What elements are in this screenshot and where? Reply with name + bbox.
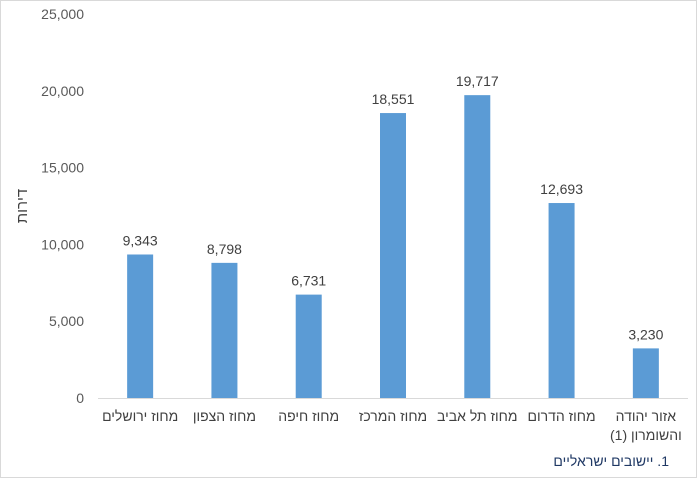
bar bbox=[295, 294, 322, 398]
bar bbox=[211, 262, 238, 398]
bar bbox=[127, 254, 154, 398]
data-label: 8,798 bbox=[207, 241, 242, 257]
data-label: 12,693 bbox=[540, 181, 583, 197]
data-labels: 9,343 8,798 6,731 18,551 19,717 12,693 3,230 bbox=[123, 73, 664, 342]
category-label: מחוז המרכז bbox=[359, 408, 427, 424]
category-label: מחוז תל אביב bbox=[437, 408, 517, 424]
y-axis: 0 5,000 10,000 15,000 20,000 25,000 bbox=[41, 6, 84, 406]
bars bbox=[127, 95, 659, 398]
category-label: מחוז חיפה bbox=[278, 408, 339, 424]
data-label: 9,343 bbox=[123, 232, 158, 248]
bar bbox=[464, 95, 491, 398]
data-label: 6,731 bbox=[291, 273, 326, 289]
y-tick-label: 0 bbox=[76, 390, 84, 406]
data-label: 19,717 bbox=[456, 73, 499, 89]
category-label: מחוז הדרום bbox=[528, 408, 596, 424]
category-label: מחוז ירושלים bbox=[102, 408, 178, 424]
y-tick-label: 25,000 bbox=[41, 6, 84, 22]
y-tick-label: 10,000 bbox=[41, 236, 84, 252]
bar bbox=[548, 203, 575, 398]
category-label: מחוז הצפון bbox=[193, 408, 256, 424]
bar bbox=[380, 113, 406, 398]
data-label: 3,230 bbox=[628, 326, 663, 342]
y-axis-title: דירות bbox=[14, 189, 31, 223]
y-tick-label: 15,000 bbox=[41, 160, 84, 176]
category-label: אזור יהודה והשומרון (1) bbox=[610, 408, 682, 443]
category-labels: מחוז ירושלים מחוז הצפון מחוז חיפה מחוז המרכ… bbox=[102, 408, 682, 443]
data-label: 18,551 bbox=[372, 91, 415, 107]
y-tick-label: 5,000 bbox=[49, 313, 84, 329]
footnote: 1. יישובים ישראליים bbox=[553, 453, 669, 469]
y-tick-label: 20,000 bbox=[41, 83, 84, 99]
bar bbox=[632, 348, 659, 398]
